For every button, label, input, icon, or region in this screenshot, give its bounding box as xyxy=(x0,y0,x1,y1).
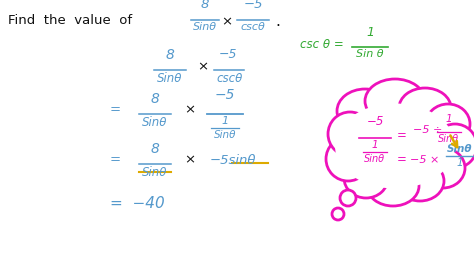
Text: ×: × xyxy=(198,60,209,73)
Text: Sinθ: Sinθ xyxy=(438,134,460,144)
Text: 1: 1 xyxy=(366,26,374,39)
Text: ×: × xyxy=(221,15,233,28)
Text: =: = xyxy=(397,130,407,143)
Ellipse shape xyxy=(326,137,370,181)
Text: =  −40: = −40 xyxy=(110,197,165,211)
Ellipse shape xyxy=(365,79,425,123)
Text: 1: 1 xyxy=(221,116,228,126)
Text: Sinθ: Sinθ xyxy=(193,22,217,32)
Text: .: . xyxy=(275,15,281,30)
Text: −5: −5 xyxy=(219,48,237,61)
Text: cscθ: cscθ xyxy=(241,22,265,32)
Text: =: = xyxy=(110,103,121,117)
Text: =: = xyxy=(397,153,407,167)
Text: 8: 8 xyxy=(151,92,159,106)
Text: −5 ÷: −5 ÷ xyxy=(413,125,442,135)
Text: Sinθ: Sinθ xyxy=(214,130,236,140)
Text: −5 ×: −5 × xyxy=(410,155,439,165)
Text: 8: 8 xyxy=(201,0,209,11)
Text: 8: 8 xyxy=(165,48,174,62)
Text: 8: 8 xyxy=(151,142,159,156)
Ellipse shape xyxy=(335,103,455,189)
Ellipse shape xyxy=(337,89,393,133)
Text: Sinθ: Sinθ xyxy=(142,166,168,179)
Text: Sinθ: Sinθ xyxy=(157,72,183,85)
Text: Sin θ: Sin θ xyxy=(356,49,384,59)
Text: ×: × xyxy=(184,103,196,117)
Ellipse shape xyxy=(396,161,444,201)
Ellipse shape xyxy=(367,166,419,206)
Ellipse shape xyxy=(426,104,470,144)
Ellipse shape xyxy=(433,124,474,168)
Text: Sinθ: Sinθ xyxy=(142,116,168,129)
Text: 1: 1 xyxy=(446,114,452,124)
Circle shape xyxy=(332,208,344,220)
Text: cscθ: cscθ xyxy=(217,72,243,85)
Text: =: = xyxy=(110,153,121,167)
Ellipse shape xyxy=(328,112,372,156)
Circle shape xyxy=(340,190,356,206)
Text: Sinθ: Sinθ xyxy=(365,154,385,164)
Text: Sinθ: Sinθ xyxy=(447,144,473,154)
Ellipse shape xyxy=(399,88,451,128)
Text: −5: −5 xyxy=(366,115,383,128)
Text: −5: −5 xyxy=(243,0,263,11)
Text: ×: × xyxy=(184,153,196,167)
Text: −5sinθ: −5sinθ xyxy=(210,153,256,167)
Ellipse shape xyxy=(421,148,465,188)
Text: 1: 1 xyxy=(372,140,378,150)
Text: −5: −5 xyxy=(215,88,235,102)
Ellipse shape xyxy=(344,158,388,198)
Text: csc θ =: csc θ = xyxy=(300,38,344,51)
Text: 1: 1 xyxy=(456,158,463,168)
Text: Find  the  value  of: Find the value of xyxy=(8,14,132,27)
